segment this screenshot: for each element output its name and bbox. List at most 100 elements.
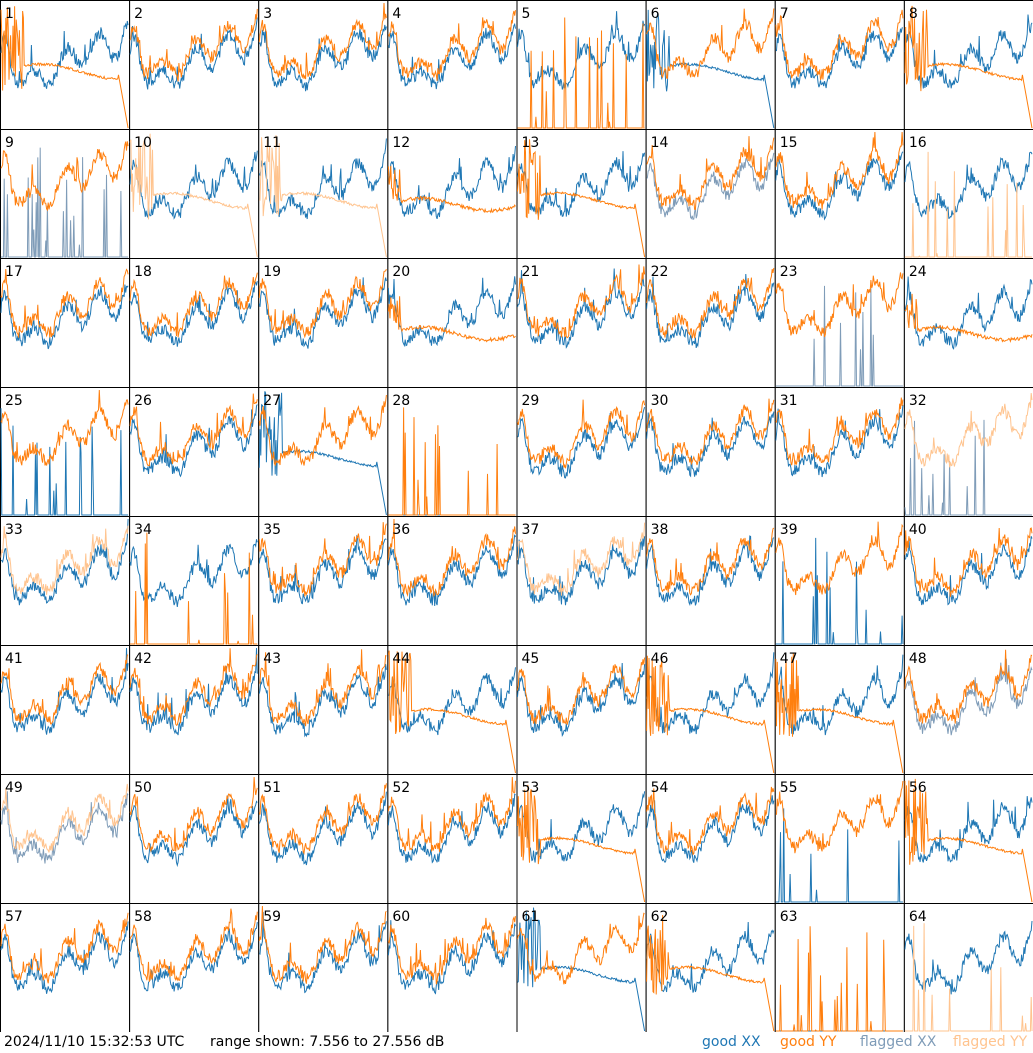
legend-flagged-xx: flagged XX bbox=[860, 1034, 937, 1050]
panel-label: 50 bbox=[134, 780, 152, 796]
yy-series-line bbox=[0, 783, 129, 853]
panel-label: 18 bbox=[134, 264, 152, 280]
panel-34: 34 bbox=[129, 516, 260, 646]
panel-frame bbox=[258, 645, 389, 775]
panel-label: 42 bbox=[134, 651, 152, 667]
yy-series-line bbox=[775, 652, 904, 774]
xx-series-line bbox=[775, 808, 903, 903]
xx-series-line bbox=[904, 536, 1033, 606]
xx-series-line bbox=[258, 138, 387, 220]
panel-label: 61 bbox=[522, 909, 540, 925]
yy-series-line bbox=[129, 908, 258, 982]
panel-label: 63 bbox=[780, 909, 798, 925]
panel-frame bbox=[0, 645, 131, 775]
panel-frame bbox=[129, 0, 260, 130]
xx-series-line bbox=[646, 921, 775, 993]
panel-label: 6 bbox=[651, 6, 660, 22]
panel-35: 35 bbox=[258, 516, 389, 646]
panel-label: 30 bbox=[651, 393, 669, 409]
yy-series-line bbox=[517, 657, 646, 725]
xx-series-line bbox=[387, 534, 516, 607]
panel-53: 53 bbox=[516, 774, 647, 904]
panel-label: 2 bbox=[134, 6, 143, 22]
panel-label: 39 bbox=[780, 522, 798, 538]
panel-label: 64 bbox=[909, 909, 927, 925]
panel-56: 56 bbox=[903, 774, 1033, 904]
panel-label: 5 bbox=[522, 6, 531, 22]
yy-series-line bbox=[646, 786, 775, 856]
panel-frame bbox=[645, 516, 776, 646]
yy-series-line bbox=[258, 2, 387, 80]
yy-series-line bbox=[387, 165, 516, 214]
yy-series-line bbox=[129, 776, 258, 853]
yy-series-line bbox=[258, 905, 387, 984]
panel-28: 28 bbox=[387, 387, 518, 517]
panel-frame bbox=[516, 387, 647, 517]
panel-frame bbox=[258, 0, 389, 130]
yy-series-line bbox=[904, 151, 1032, 258]
xx-series-line bbox=[775, 285, 903, 387]
xx-series-line bbox=[904, 14, 1033, 89]
panel-label: 59 bbox=[263, 909, 281, 925]
xx-series-line bbox=[646, 535, 775, 607]
panel-frame bbox=[903, 129, 1033, 259]
yy-series-line bbox=[646, 8, 775, 80]
yy-series-line bbox=[258, 522, 387, 597]
xx-series-line bbox=[904, 796, 1033, 863]
xx-series-line bbox=[129, 150, 258, 220]
xx-series-line bbox=[0, 284, 129, 350]
xx-series-line bbox=[258, 277, 387, 349]
panel-20: 20 bbox=[387, 258, 518, 388]
panel-label: 31 bbox=[780, 393, 798, 409]
yy-series-line bbox=[387, 296, 516, 343]
panel-label: 15 bbox=[780, 135, 798, 151]
yy-series-line bbox=[517, 522, 646, 596]
xx-series-line bbox=[129, 404, 258, 478]
xx-series-line bbox=[775, 27, 903, 89]
panel-label: 43 bbox=[263, 651, 281, 667]
yy-series-line bbox=[775, 521, 904, 596]
panel-label: 19 bbox=[263, 264, 281, 280]
panel-9: 9 bbox=[0, 129, 131, 259]
yy-series-line bbox=[517, 17, 645, 129]
panel-38: 38 bbox=[645, 516, 776, 646]
panel-frame bbox=[645, 387, 776, 517]
panel-11: 11 bbox=[258, 129, 389, 259]
panel-label: 51 bbox=[263, 780, 281, 796]
xx-series-line bbox=[646, 152, 775, 220]
panel-19: 19 bbox=[258, 258, 389, 388]
panel-label: 47 bbox=[780, 651, 798, 667]
yy-series-line bbox=[904, 527, 1033, 597]
xx-series-line bbox=[0, 791, 129, 864]
yy-series-line bbox=[904, 293, 1033, 343]
yy-series-line bbox=[904, 778, 1033, 903]
xx-series-line bbox=[388, 667, 516, 736]
xx-series-line bbox=[517, 11, 646, 90]
panel-label: 29 bbox=[522, 393, 540, 409]
panel-3: 3 bbox=[258, 0, 389, 130]
panel-label: 26 bbox=[134, 393, 152, 409]
panel-16: 16 bbox=[903, 129, 1033, 259]
panel-10: 10 bbox=[129, 129, 260, 259]
panel-label: 21 bbox=[522, 264, 540, 280]
panel-25: 25 bbox=[0, 387, 131, 517]
panel-frame bbox=[645, 0, 776, 130]
xx-series-line bbox=[775, 405, 904, 478]
yy-series-line bbox=[775, 9, 904, 81]
yy-series-line bbox=[517, 139, 646, 258]
panel-frame bbox=[903, 903, 1033, 1032]
panel-label: 58 bbox=[134, 909, 152, 925]
panel-23: 23 bbox=[774, 258, 905, 388]
yy-series-line bbox=[0, 6, 129, 129]
panel-frame bbox=[387, 387, 518, 517]
panel-frame bbox=[774, 387, 905, 517]
xx-series-line bbox=[646, 411, 775, 478]
panel-frame bbox=[903, 645, 1033, 775]
panel-13: 13 bbox=[516, 129, 647, 259]
yy-series-line bbox=[387, 650, 516, 774]
xx-series-line bbox=[259, 912, 387, 994]
panel-label: 55 bbox=[780, 780, 798, 796]
panel-frame bbox=[645, 774, 776, 904]
yy-series-line bbox=[129, 393, 258, 467]
xx-series-line bbox=[775, 537, 904, 645]
